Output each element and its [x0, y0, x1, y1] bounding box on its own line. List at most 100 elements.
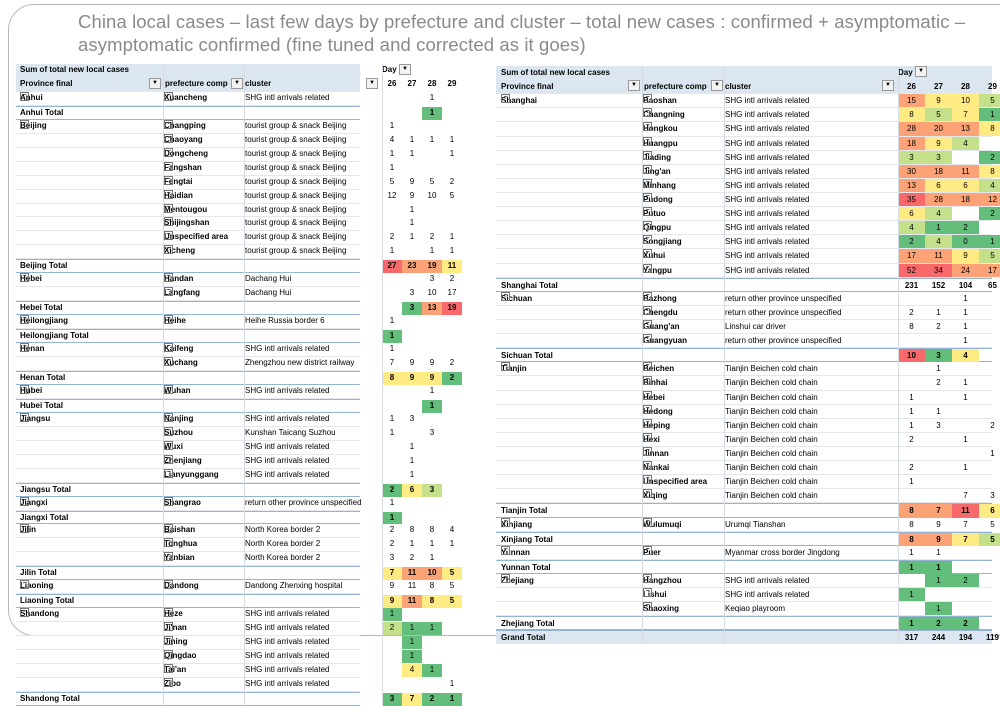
collapse-toggle-icon[interactable]: − [643, 573, 652, 583]
cluster-filter-button[interactable]: ▼ [366, 77, 378, 89]
collapse-toggle-icon[interactable]: − [20, 608, 29, 618]
collapse-toggle-icon[interactable]: − [643, 235, 652, 245]
collapse-toggle-icon[interactable]: − [643, 545, 652, 555]
collapse-toggle-icon[interactable]: − [164, 538, 173, 548]
collapse-toggle-icon[interactable]: − [643, 136, 652, 146]
day-filter-button[interactable]: ▼ [915, 66, 927, 77]
collapse-toggle-icon[interactable]: − [164, 650, 173, 660]
collapse-toggle-icon[interactable]: − [643, 602, 652, 612]
collapse-toggle-icon[interactable]: − [501, 517, 510, 527]
value-cell: 9 [382, 595, 402, 609]
collapse-toggle-icon[interactable]: − [20, 343, 29, 353]
collapse-toggle-icon[interactable]: − [164, 440, 173, 450]
collapse-toggle-icon[interactable]: − [164, 287, 173, 297]
collapse-toggle-icon[interactable]: − [164, 203, 173, 213]
collapse-toggle-icon[interactable]: − [501, 545, 510, 555]
collapse-toggle-icon[interactable]: − [643, 178, 652, 188]
collapse-toggle-icon[interactable]: − [643, 108, 652, 118]
collapse-toggle-icon[interactable]: − [501, 573, 510, 583]
collapse-toggle-icon[interactable]: − [164, 315, 173, 325]
collapse-toggle-icon[interactable]: − [643, 249, 652, 259]
cluster-cell: SHG intl arrivals related [725, 265, 810, 275]
collapse-toggle-icon[interactable]: − [164, 677, 173, 687]
collapse-toggle-icon[interactable]: − [643, 207, 652, 217]
collapse-toggle-icon[interactable]: − [643, 390, 652, 400]
collapse-toggle-icon[interactable]: − [20, 273, 29, 283]
collapse-toggle-icon[interactable]: − [20, 384, 29, 394]
collapse-toggle-icon[interactable]: − [643, 305, 652, 315]
collapse-toggle-icon[interactable]: − [164, 384, 173, 394]
collapse-toggle-icon[interactable]: − [164, 161, 173, 171]
collapse-toggle-icon[interactable]: − [643, 446, 652, 456]
collapse-toggle-icon[interactable]: − [643, 362, 652, 372]
collapse-toggle-icon[interactable]: − [164, 468, 173, 478]
value-cell [979, 588, 1000, 601]
collapse-toggle-icon[interactable]: − [20, 315, 29, 325]
collapse-toggle-icon[interactable]: − [643, 432, 652, 442]
prefecture-filter-button[interactable]: ▼ [711, 80, 723, 92]
province-filter-button[interactable]: ▼ [628, 80, 640, 92]
value-cell: 1 [925, 221, 952, 235]
prefecture-name: Putuo [643, 209, 666, 219]
value-cell: 5 [449, 190, 455, 200]
collapse-toggle-icon[interactable]: − [643, 475, 652, 485]
collapse-toggle-icon[interactable]: − [501, 291, 510, 301]
collapse-toggle-icon[interactable]: − [164, 608, 173, 618]
collapse-toggle-icon[interactable]: − [164, 412, 173, 422]
collapse-toggle-icon[interactable]: − [164, 133, 173, 143]
collapse-toggle-icon[interactable]: − [164, 147, 173, 157]
prefecture-filter-button[interactable]: ▼ [231, 77, 243, 89]
collapse-toggle-icon[interactable]: − [643, 263, 652, 273]
collapse-toggle-icon[interactable]: − [164, 217, 173, 227]
collapse-toggle-icon[interactable]: − [164, 357, 173, 367]
collapse-toggle-icon[interactable]: − [164, 636, 173, 646]
collapse-toggle-icon[interactable]: − [501, 94, 510, 104]
data-row: − Hexi Tianjin Beichen cold chain 2 1 [496, 432, 992, 447]
day-filter-button[interactable]: ▼ [399, 64, 411, 75]
collapse-toggle-icon[interactable]: − [164, 454, 173, 464]
data-row: − Heilongjiang − Heihe Heihe Russia border 6… [16, 315, 394, 330]
collapse-toggle-icon[interactable]: − [643, 221, 652, 231]
collapse-toggle-icon[interactable]: − [164, 663, 173, 673]
collapse-toggle-icon[interactable]: − [164, 91, 173, 101]
collapse-toggle-icon[interactable]: − [164, 426, 173, 436]
province-filter-button[interactable]: ▼ [149, 77, 161, 89]
collapse-toggle-icon[interactable]: − [164, 231, 173, 241]
value-cell: 1 [963, 307, 968, 317]
collapse-toggle-icon[interactable]: − [20, 496, 29, 506]
collapse-toggle-icon[interactable]: − [164, 496, 173, 506]
collapse-toggle-icon[interactable]: − [643, 489, 652, 499]
collapse-toggle-icon[interactable]: − [20, 119, 29, 129]
collapse-toggle-icon[interactable]: − [20, 91, 29, 101]
collapse-toggle-icon[interactable]: − [643, 94, 652, 104]
collapse-toggle-icon[interactable]: − [501, 362, 510, 372]
collapse-toggle-icon[interactable]: − [643, 376, 652, 386]
collapse-toggle-icon[interactable]: − [643, 150, 652, 160]
collapse-toggle-icon[interactable]: − [164, 119, 173, 129]
collapse-toggle-icon[interactable]: − [164, 524, 173, 534]
collapse-toggle-icon[interactable]: − [164, 189, 173, 199]
cluster-filter-button[interactable]: ▼ [882, 80, 894, 92]
collapse-toggle-icon[interactable]: − [643, 588, 652, 598]
collapse-toggle-icon[interactable]: − [643, 319, 652, 329]
collapse-toggle-icon[interactable]: − [643, 122, 652, 132]
collapse-toggle-icon[interactable]: − [643, 334, 652, 344]
collapse-toggle-icon[interactable]: − [164, 175, 173, 185]
collapse-toggle-icon[interactable]: − [643, 164, 652, 174]
collapse-toggle-icon[interactable]: − [20, 524, 29, 534]
collapse-toggle-icon[interactable]: − [164, 580, 173, 590]
collapse-toggle-icon[interactable]: − [164, 245, 173, 255]
collapse-toggle-icon[interactable]: − [643, 192, 652, 202]
collapse-toggle-icon[interactable]: − [164, 622, 173, 632]
collapse-toggle-icon[interactable]: − [643, 418, 652, 428]
collapse-toggle-icon[interactable]: − [643, 404, 652, 414]
collapse-toggle-icon[interactable]: − [643, 291, 652, 301]
collapse-toggle-icon[interactable]: − [20, 580, 29, 590]
collapse-toggle-icon[interactable]: − [643, 517, 652, 527]
collapse-toggle-icon[interactable]: − [164, 273, 173, 283]
collapse-toggle-icon[interactable]: − [643, 461, 652, 471]
collapse-toggle-icon[interactable]: − [20, 412, 29, 422]
collapse-toggle-icon[interactable]: − [164, 343, 173, 353]
collapse-toggle-icon[interactable]: − [164, 552, 173, 562]
value-cell: 244 [931, 633, 946, 643]
